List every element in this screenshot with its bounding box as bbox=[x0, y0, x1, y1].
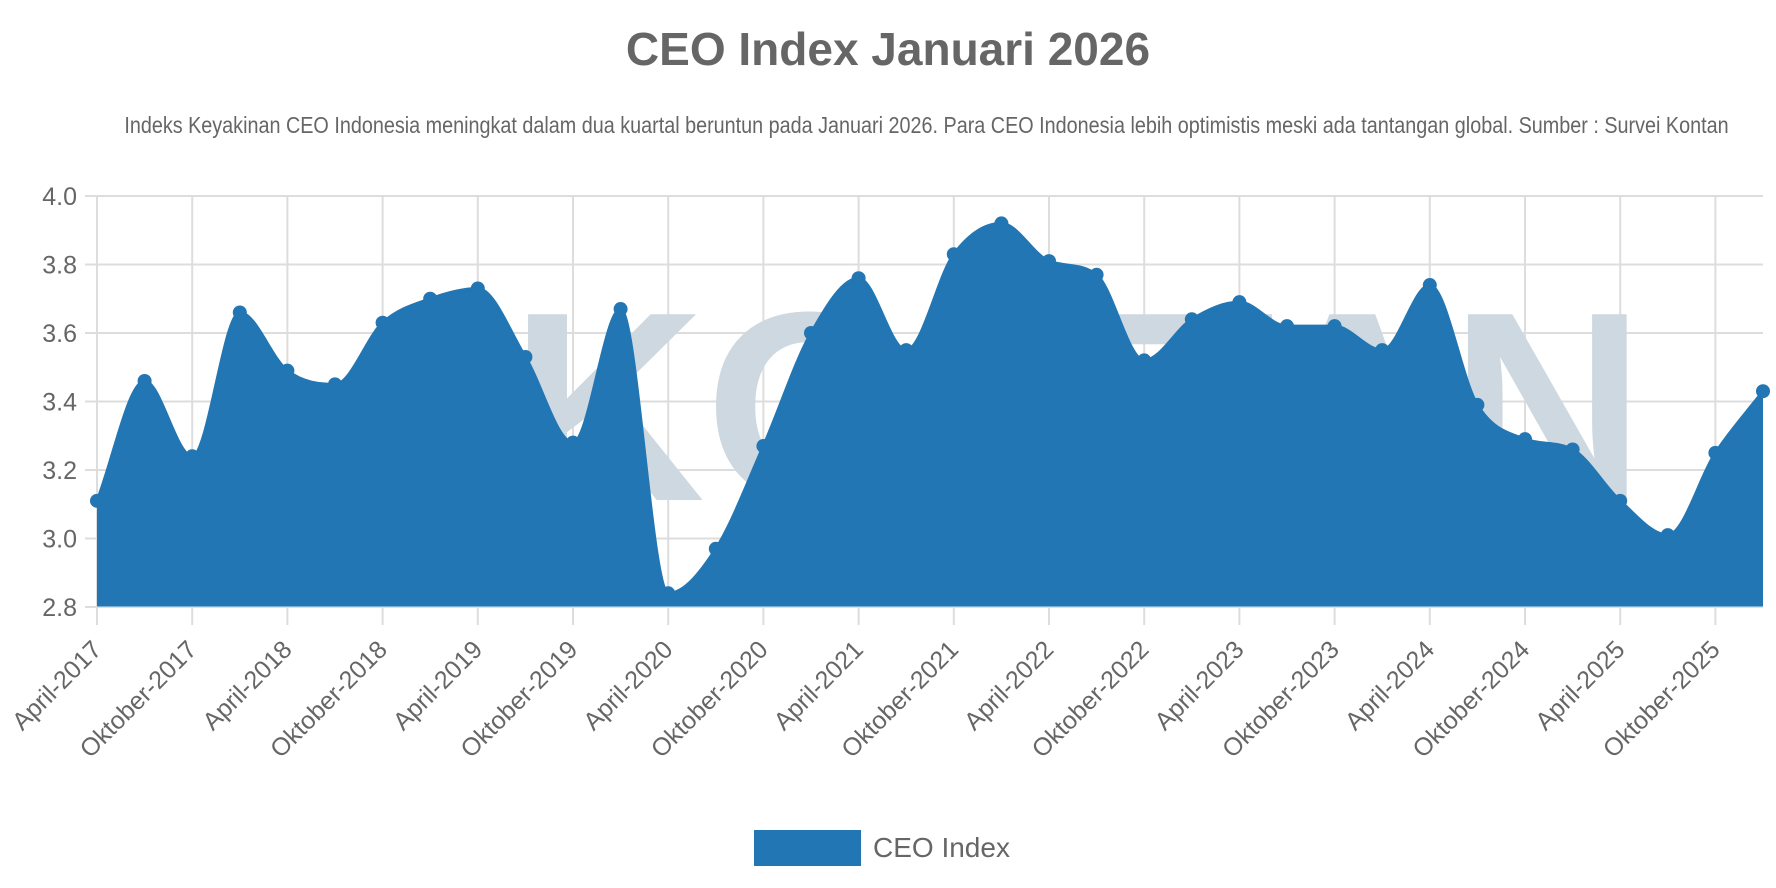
data-point[interactable] bbox=[1756, 384, 1770, 399]
data-point[interactable] bbox=[994, 216, 1009, 231]
data-point[interactable] bbox=[1422, 278, 1437, 293]
y-tick-label: 3.8 bbox=[42, 252, 77, 280]
data-point[interactable] bbox=[1375, 343, 1390, 358]
data-point[interactable] bbox=[232, 305, 247, 320]
y-tick-label: 4.0 bbox=[42, 183, 77, 211]
data-point[interactable] bbox=[518, 349, 533, 364]
data-point[interactable] bbox=[1470, 397, 1485, 412]
data-point[interactable] bbox=[1184, 312, 1199, 327]
data-point[interactable] bbox=[375, 315, 390, 330]
legend-label: CEO Index bbox=[873, 832, 1010, 863]
chart-title: CEO Index Januari 2026 bbox=[625, 23, 1151, 75]
data-point[interactable] bbox=[90, 493, 104, 508]
data-point[interactable] bbox=[708, 541, 723, 556]
data-point[interactable] bbox=[1137, 353, 1152, 368]
data-point[interactable] bbox=[1327, 319, 1342, 334]
data-point[interactable] bbox=[137, 373, 152, 388]
data-point[interactable] bbox=[1042, 254, 1056, 269]
series-ceo-index bbox=[90, 216, 1770, 608]
x-tick-label: April-2023 bbox=[1149, 635, 1249, 735]
data-point[interactable] bbox=[661, 586, 676, 601]
y-tick-label: 3.6 bbox=[42, 320, 77, 348]
series-line bbox=[95, 221, 1765, 595]
y-axis: 2.8 3.0 3.2 3.4 3.6 3.8 4.0 bbox=[42, 183, 77, 622]
data-point[interactable] bbox=[1089, 267, 1104, 282]
data-point[interactable] bbox=[423, 291, 438, 306]
x-tick-label: April-2018 bbox=[197, 635, 297, 735]
legend[interactable]: CEO Index bbox=[754, 829, 1010, 867]
data-point[interactable] bbox=[804, 326, 818, 340]
data-point[interactable] bbox=[1232, 295, 1247, 310]
data-point[interactable] bbox=[280, 363, 295, 378]
data-point[interactable] bbox=[185, 449, 200, 464]
x-tick-label: April-2021 bbox=[768, 635, 868, 735]
y-tick-label: 3.0 bbox=[42, 526, 77, 554]
data-point[interactable] bbox=[566, 435, 580, 450]
data-point[interactable] bbox=[1280, 319, 1294, 334]
data-point[interactable] bbox=[470, 281, 485, 296]
x-axis: April-2017Oktober-2017April-2018Oktober-… bbox=[7, 635, 1726, 763]
area-fill bbox=[97, 223, 1763, 607]
x-tick-label: April-2017 bbox=[7, 635, 107, 735]
data-point[interactable] bbox=[1613, 493, 1628, 508]
y-tick-label: 3.4 bbox=[42, 389, 77, 417]
chart-subtitle: Indeks Keyakinan CEO Indonesia meningkat… bbox=[124, 112, 1729, 138]
x-tick-label: April-2022 bbox=[959, 635, 1059, 735]
x-tick-label: April-2025 bbox=[1530, 635, 1630, 735]
data-point[interactable] bbox=[1708, 445, 1723, 460]
data-point[interactable] bbox=[1518, 432, 1532, 447]
data-point[interactable] bbox=[1565, 442, 1580, 457]
data-point[interactable] bbox=[851, 271, 866, 286]
y-tick-label: 2.8 bbox=[42, 594, 77, 622]
data-point[interactable] bbox=[946, 247, 961, 262]
y-tick-label: 3.2 bbox=[42, 457, 77, 485]
legend-swatch bbox=[754, 830, 861, 866]
data-point[interactable] bbox=[899, 343, 914, 358]
data-point[interactable] bbox=[756, 439, 771, 454]
x-tick-label: April-2019 bbox=[388, 635, 488, 735]
data-point[interactable] bbox=[613, 302, 628, 317]
data-point[interactable] bbox=[1660, 528, 1675, 543]
x-tick-label: April-2024 bbox=[1340, 635, 1440, 735]
x-tick-label: April-2020 bbox=[578, 635, 678, 735]
data-point[interactable] bbox=[328, 377, 342, 392]
